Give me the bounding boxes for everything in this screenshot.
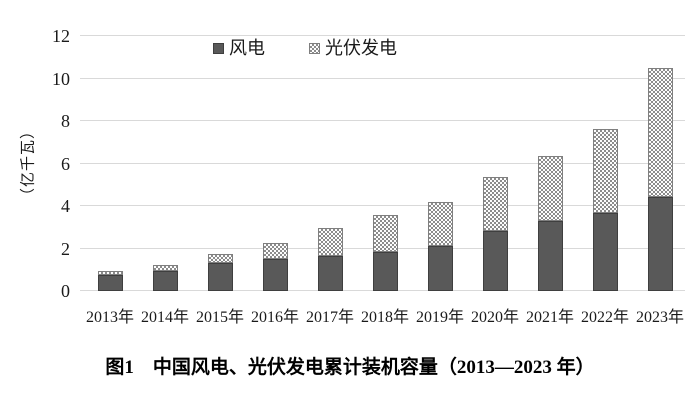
legend-item-solar: 光伏发电 (309, 38, 397, 58)
x-tick-label: 2022年 (580, 309, 629, 326)
bar-segment-solar (427, 202, 453, 246)
x-tick-label: 2015年 (195, 309, 244, 326)
y-tick-label: 2 (61, 238, 70, 259)
gridline (80, 205, 685, 206)
bar-segment-solar (317, 228, 343, 256)
y-tick-label: 6 (61, 153, 70, 174)
x-tick-label: 2020年 (470, 309, 519, 326)
legend-label-wind: 风电 (229, 38, 265, 58)
gridline (80, 77, 685, 79)
bar-segment-solar (482, 177, 508, 231)
y-tick-label: 0 (61, 281, 70, 301)
bar-segment-wind (262, 259, 288, 291)
bar-segment-solar (207, 254, 233, 263)
bar-segment-solar (152, 265, 178, 271)
bar-segment-wind (97, 275, 123, 291)
figure-caption: 图1 中国风电、光伏发电累计装机容量（2013—2023 年） (105, 357, 595, 378)
y-tick-label: 8 (61, 111, 70, 131)
legend-label-solar: 光伏发电 (325, 38, 397, 58)
bar-segment-solar (262, 243, 288, 259)
x-tick-label: 2019年 (415, 309, 464, 326)
gridline (80, 35, 685, 36)
bar-segment-wind (207, 263, 233, 291)
bar-segment-solar (372, 215, 398, 252)
bar-segment-solar (592, 129, 618, 213)
x-tick-label: 2023年 (635, 309, 684, 326)
legend: 风电 光伏发电 (213, 38, 397, 58)
bar-segment-wind (317, 256, 343, 291)
bar-segment-wind (537, 221, 563, 291)
bar-segment-wind (647, 197, 673, 291)
bar-segment-wind (427, 246, 453, 291)
solar-legend-swatch-icon (309, 42, 320, 54)
bar-segment-solar (97, 271, 123, 275)
bar-segment-wind (372, 252, 398, 291)
x-tick-label: 2016年 (250, 309, 299, 326)
bar-segment-wind (592, 213, 618, 291)
plot-area (80, 35, 685, 291)
gridline (80, 120, 685, 121)
y-tick-label: 4 (61, 196, 70, 216)
bar-segment-solar (647, 68, 673, 197)
x-tick-label: 2021年 (525, 309, 574, 326)
x-tick-label: 2017年 (305, 309, 354, 326)
bar-segment-wind (482, 231, 508, 291)
x-tick-label: 2014年 (140, 309, 189, 326)
y-tick-label: 12 (52, 26, 70, 46)
wind-legend-swatch-icon (213, 42, 224, 54)
y-tick-label: 10 (52, 68, 70, 89)
bar-segment-wind (152, 271, 178, 291)
bar-segment-solar (537, 156, 563, 221)
gridline (80, 162, 685, 164)
legend-item-wind: 风电 (213, 38, 265, 58)
x-tick-label: 2018年 (360, 309, 409, 326)
x-tick-label: 2013年 (85, 309, 134, 326)
